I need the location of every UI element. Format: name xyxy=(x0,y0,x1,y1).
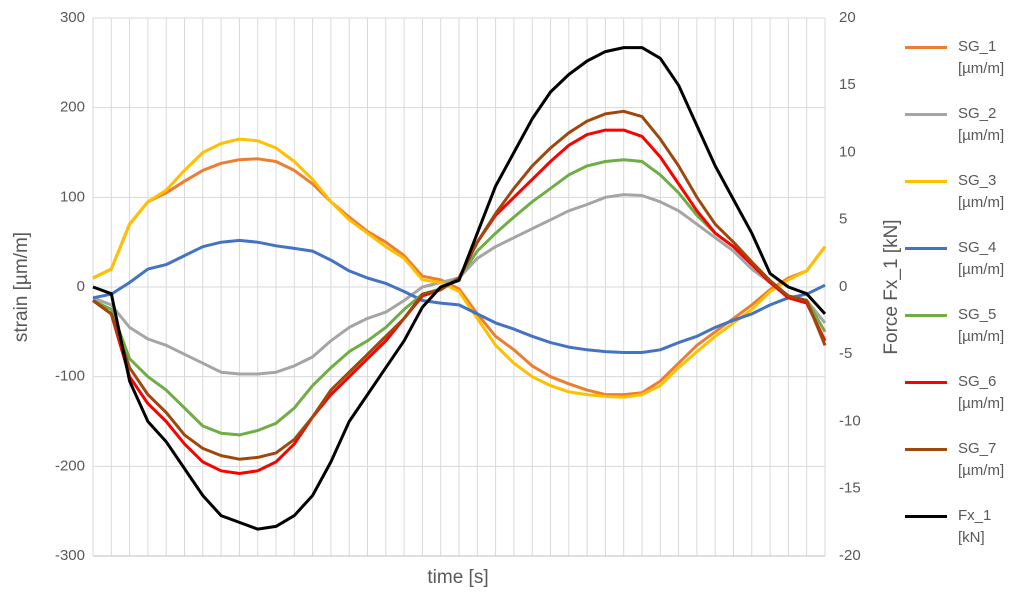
legend-swatch xyxy=(905,448,947,451)
series-line xyxy=(92,238,826,354)
legend-label: Fx_1 [kN] xyxy=(958,507,992,546)
y-tick-label: 200 xyxy=(60,99,85,116)
legend-swatch xyxy=(905,113,947,116)
y-axis-title: strain [µm/m] xyxy=(11,232,32,342)
y-tick-label: 100 xyxy=(60,188,85,205)
legend-entry: Fx_1 [kN] xyxy=(905,505,1015,572)
legend-label: SG_5 [µm/m] xyxy=(958,306,1005,345)
legend-entry: SG_4 [µm/m] xyxy=(905,237,1015,304)
legend-swatch xyxy=(905,46,947,49)
legend-entry: SG_6 [µm/m] xyxy=(905,371,1015,438)
legend-swatch xyxy=(905,247,947,250)
legend-entry: SG_2 [µm/m] xyxy=(905,103,1015,170)
series-line xyxy=(92,46,827,531)
y2-axis-title: Force Fx_1 [kN] xyxy=(881,219,902,354)
legend-swatch xyxy=(905,515,947,518)
y-tick-label: -100 xyxy=(55,368,85,385)
legend-label: SG_3 [µm/m] xyxy=(958,172,1005,211)
y2-tick-label: -5 xyxy=(839,345,852,362)
legend-label: SG_6 [µm/m] xyxy=(958,373,1005,412)
legend-entry: SG_7 [µm/m] xyxy=(905,438,1015,505)
y2-tick-label: 10 xyxy=(839,143,856,160)
series-line xyxy=(92,157,827,397)
legend-label: SG_2 [µm/m] xyxy=(958,105,1005,144)
legend-label: SG_1 [µm/m] xyxy=(958,38,1005,77)
series-line xyxy=(92,137,827,399)
y-tick-label: 300 xyxy=(60,9,85,26)
y2-tick-label: 15 xyxy=(839,76,856,93)
y2-tick-label: 0 xyxy=(839,278,847,295)
legend-entry: SG_3 [µm/m] xyxy=(905,170,1015,237)
y-tick-label: 0 xyxy=(77,278,85,295)
y-tick-label: -200 xyxy=(55,457,85,474)
legend-swatch xyxy=(905,180,947,183)
y2-tick-label: 5 xyxy=(839,211,847,228)
y2-tick-label: -10 xyxy=(839,412,861,429)
legend-label: SG_4 [µm/m] xyxy=(958,239,1005,278)
legend-label: SG_7 [µm/m] xyxy=(958,440,1005,479)
legend-entry: SG_5 [µm/m] xyxy=(905,304,1015,371)
legend: SG_1 [µm/m] SG_2 [µm/m] SG_3 [µm/m] SG_4 [µ… xyxy=(905,36,1015,572)
y2-tick-label: 20 xyxy=(839,9,856,26)
y2-tick-label: -20 xyxy=(839,547,861,564)
y-tick-label: -300 xyxy=(55,547,85,564)
legend-swatch xyxy=(905,314,947,317)
x-axis-title: time [s] xyxy=(427,567,488,588)
legend-swatch xyxy=(905,381,947,384)
legend-entry: SG_1 [µm/m] xyxy=(905,36,1015,103)
y2-tick-label: -15 xyxy=(839,480,861,497)
